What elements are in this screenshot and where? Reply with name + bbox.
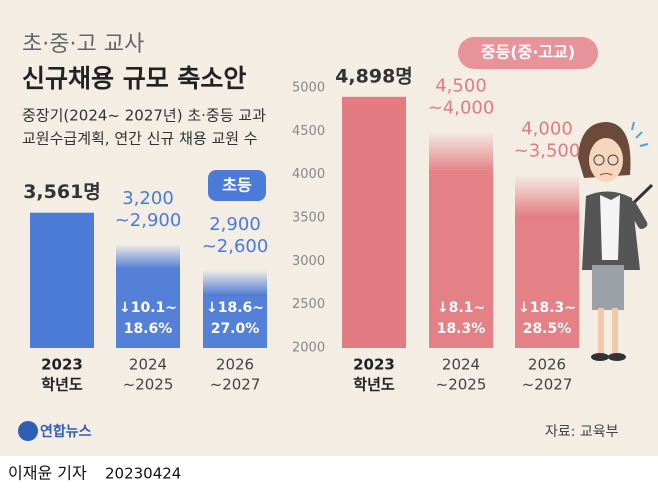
value-label: 2,900 <box>209 214 261 235</box>
y-tick-label: 4500 <box>292 124 325 139</box>
badge-label: 초등 <box>222 176 252 195</box>
x-tick-label: 2026 <box>528 356 566 374</box>
logo: 연합뉴스 <box>40 423 92 440</box>
title: 신규채용 규모 축소안 <box>22 64 246 93</box>
x-tick-label: ~2027 <box>522 376 573 394</box>
date: 20230424 <box>105 465 181 483</box>
value-label: ~2,900 <box>115 210 182 231</box>
bar-range <box>515 174 579 218</box>
badge <box>208 170 266 201</box>
change-label: 18.3% <box>437 321 486 337</box>
x-tick-label: 2023 <box>353 356 395 374</box>
x-tick-label: 2026 <box>216 356 254 374</box>
bar <box>30 212 94 348</box>
y-tick-label: 2000 <box>292 341 325 356</box>
change-label: ↓18.6~ <box>206 300 264 316</box>
value-label: 4,500 <box>435 75 487 96</box>
bar <box>429 174 493 348</box>
bar-range <box>203 270 267 296</box>
value-label: 4,898명 <box>335 65 413 87</box>
x-tick-label: ~2025 <box>436 376 487 394</box>
bar <box>515 218 579 348</box>
x-tick-label: 학년도 <box>41 376 83 394</box>
title-top: 초·중·고 교사 <box>22 32 144 57</box>
value-label: ~3,500 <box>514 141 581 162</box>
change-label: ↓8.1~ <box>437 300 485 316</box>
y-tick-label: 3500 <box>292 211 325 226</box>
y-tick-label: 2500 <box>292 297 325 312</box>
logo-mark <box>18 421 38 441</box>
bar-range <box>429 131 493 175</box>
value-label: 3,561명 <box>23 181 101 203</box>
subtitle: 중장기(2024~ 2027년) 초·중등 교과 <box>22 107 266 125</box>
y-tick-label: 5000 <box>292 81 325 96</box>
change-label: 18.6% <box>124 321 173 337</box>
teacher-illustration <box>578 121 654 361</box>
bar <box>116 270 180 348</box>
change-label: ↓10.1~ <box>119 300 177 316</box>
x-tick-label: 2023 <box>41 356 83 374</box>
change-label: 28.5% <box>523 321 572 337</box>
value-label: ~4,000 <box>428 97 495 118</box>
bar-range <box>116 244 180 270</box>
byline: 이재윤 기자 <box>8 464 87 483</box>
value-label: 4,000 <box>521 119 573 140</box>
bar <box>342 96 406 348</box>
source: 자료: 교육부 <box>545 424 619 440</box>
subtitle: 교원수급계획, 연간 신규 채용 교원 수 <box>22 130 258 148</box>
x-tick-label: 2024 <box>129 356 167 374</box>
value-label: ~2,600 <box>202 236 269 257</box>
x-tick-label: ~2027 <box>210 376 261 394</box>
x-tick-label: 2024 <box>442 356 480 374</box>
y-tick-label: 4000 <box>292 167 325 182</box>
change-label: ↓18.3~ <box>518 300 576 316</box>
bar <box>203 296 267 348</box>
x-tick-label: 학년도 <box>353 376 395 394</box>
value-label: 3,200 <box>122 188 174 209</box>
change-label: 27.0% <box>211 321 260 337</box>
x-tick-label: ~2025 <box>123 376 174 394</box>
badge <box>458 37 598 69</box>
badge-label: 중등(중·고교) <box>481 43 575 62</box>
y-tick-label: 3000 <box>292 254 325 269</box>
